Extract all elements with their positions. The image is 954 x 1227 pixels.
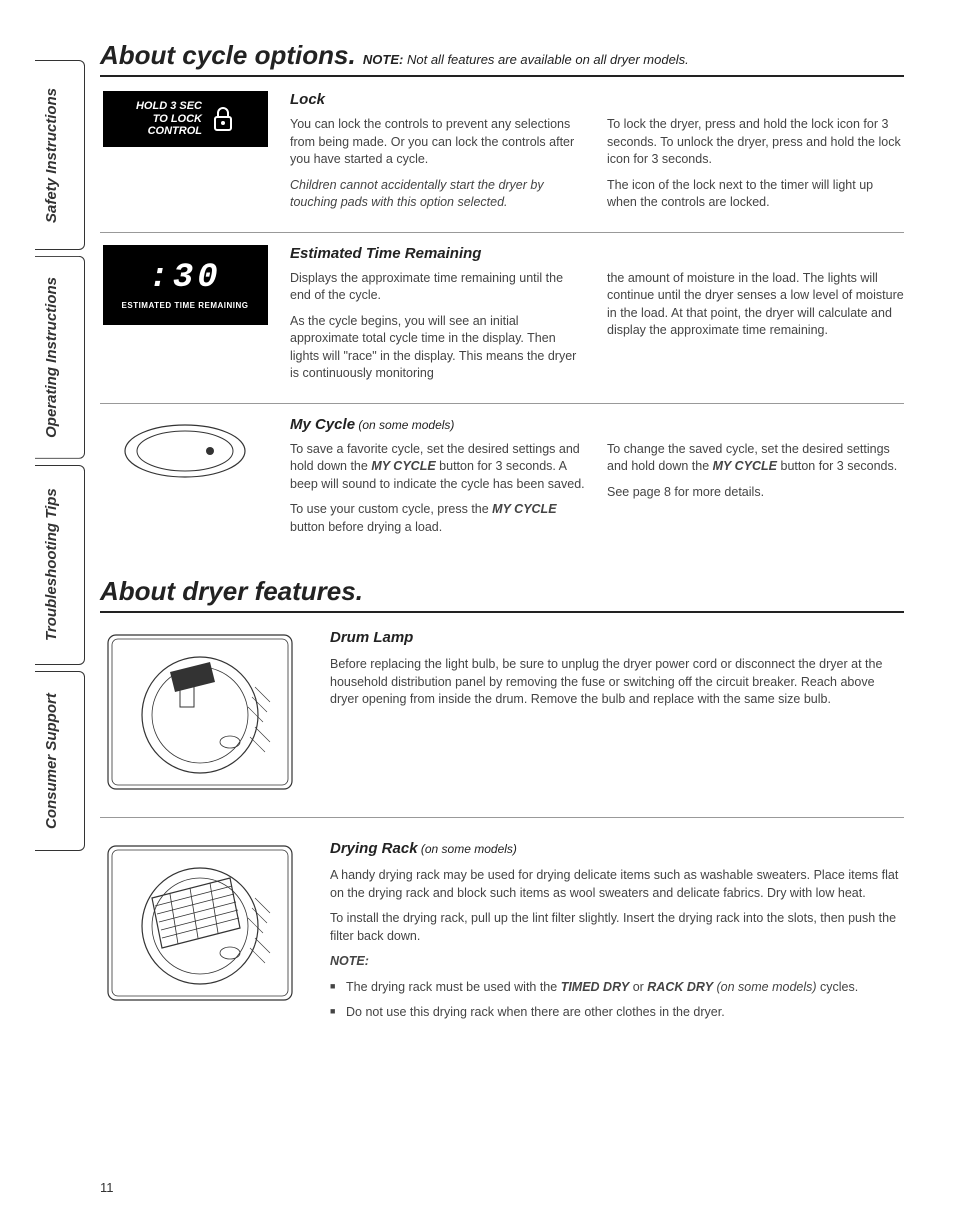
est-panel-wrap: :30 ESTIMATED TIME REMAINING — [100, 245, 270, 391]
dryer-front-rack-icon — [100, 838, 300, 1008]
rack-li1: The drying rack must be used with the TI… — [330, 979, 904, 997]
mycycle-l2b: MY CYCLE — [492, 502, 556, 516]
dryer-front-lamp-icon — [100, 627, 300, 797]
mycycle-left-p2: To use your custom cycle, press the MY C… — [290, 501, 587, 536]
heading-dryer-features: About dryer features. — [100, 576, 904, 613]
side-tabs-container: Safety Instructions Operating Instructio… — [35, 60, 85, 857]
mycycle-text: My Cycle (on some models) To save a favo… — [290, 416, 904, 545]
rack-li1a: The drying rack must be used with the — [346, 980, 561, 994]
mycycle-r1b: MY CYCLE — [713, 459, 777, 473]
drum-heading: Drum Lamp — [330, 627, 904, 648]
rack-text: Drying Rack (on some models) A handy dry… — [330, 838, 904, 1030]
lock-panel-wrap: HOLD 3 SEC TO LOCK CONTROL — [100, 91, 270, 220]
tab-safety[interactable]: Safety Instructions — [35, 60, 85, 250]
section-drying-rack: Drying Rack (on some models) A handy dry… — [100, 838, 904, 1030]
lock-line1: HOLD 3 SEC — [136, 100, 202, 112]
heading-cycle-options: About cycle options. NOTE: Not all featu… — [100, 40, 904, 77]
title1-note-label: NOTE: — [363, 52, 403, 67]
feature-divider — [100, 817, 904, 818]
tab-troubleshooting[interactable]: Troubleshooting Tips — [35, 465, 85, 665]
rack-heading: Drying Rack (on some models) — [330, 838, 904, 859]
est-panel: :30 ESTIMATED TIME REMAINING — [103, 245, 268, 325]
lock-text: Lock You can lock the controls to preven… — [290, 91, 904, 220]
drum-p1: Before replacing the light bulb, be sure… — [330, 656, 904, 709]
est-left-p1: Displays the approximate time remaining … — [290, 270, 587, 305]
lock-panel-text: HOLD 3 SEC TO LOCK CONTROL — [136, 100, 202, 138]
lock-line3: CONTROL — [148, 125, 202, 137]
mycycle-left-p1: To save a favorite cycle, set the desire… — [290, 441, 587, 494]
mycycle-right-p1: To change the saved cycle, set the desir… — [607, 441, 904, 476]
lock-left-p1: You can lock the controls to prevent any… — [290, 116, 587, 169]
title1-main: About cycle options. — [100, 40, 356, 70]
est-right-p1: the amount of moisture in the load. The … — [607, 270, 904, 340]
lock-right-p1: To lock the dryer, press and hold the lo… — [607, 116, 904, 169]
est-digits: :30 — [148, 259, 221, 297]
mycycle-l2a: To use your custom cycle, press the — [290, 502, 492, 516]
lock-panel: HOLD 3 SEC TO LOCK CONTROL — [103, 91, 268, 147]
page-number: 11 — [100, 1180, 114, 1195]
tab-operating[interactable]: Operating Instructions — [35, 256, 85, 459]
mycycle-heading: My Cycle (on some models) — [290, 416, 904, 433]
mycycle-paren: (on some models) — [355, 418, 454, 432]
rack-heading-text: Drying Rack — [330, 840, 418, 857]
rack-li1c: or — [629, 980, 647, 994]
rack-li1d: RACK DRY — [647, 980, 713, 994]
mycycle-right-p2: See page 8 for more details. — [607, 484, 904, 502]
knob-icon — [120, 421, 250, 481]
section-lock: HOLD 3 SEC TO LOCK CONTROL Lock You can … — [100, 91, 904, 233]
lock-line2: TO LOCK — [153, 113, 202, 125]
rack-li2: Do not use this drying rack when there a… — [330, 1004, 904, 1022]
section-mycycle: My Cycle (on some models) To save a favo… — [100, 416, 904, 557]
mycycle-heading-text: My Cycle — [290, 416, 355, 433]
tab-consumer[interactable]: Consumer Support — [35, 671, 85, 851]
section-drum-lamp: Drum Lamp Before replacing the light bul… — [100, 627, 904, 797]
rack-paren: (on some models) — [418, 842, 517, 856]
lock-right-p2: The icon of the lock next to the timer w… — [607, 177, 904, 212]
knob-wrap — [100, 416, 270, 545]
mycycle-r1c: button for 3 seconds. — [777, 459, 897, 473]
rack-p1: A handy drying rack may be used for dryi… — [330, 867, 904, 902]
lock-icon — [212, 106, 234, 132]
rack-p2: To install the drying rack, pull up the … — [330, 910, 904, 945]
est-left-p2: As the cycle begins, you will see an ini… — [290, 313, 587, 383]
est-text: Estimated Time Remaining Displays the ap… — [290, 245, 904, 391]
est-heading: Estimated Time Remaining — [290, 245, 904, 262]
drum-text: Drum Lamp Before replacing the light bul… — [330, 627, 904, 797]
rack-li1b: TIMED DRY — [561, 980, 630, 994]
rack-note-label: NOTE: — [330, 953, 904, 971]
est-label: ESTIMATED TIME REMAINING — [122, 301, 249, 310]
title1-note-text: Not all features are available on all dr… — [403, 52, 688, 67]
mycycle-l1b: MY CYCLE — [371, 459, 435, 473]
rack-li1f: cycles. — [817, 980, 859, 994]
rack-li1e: (on some models) — [713, 980, 817, 994]
mycycle-l2c: button before drying a load. — [290, 520, 442, 534]
lock-heading: Lock — [290, 91, 904, 108]
lock-left-p2: Children cannot accidentally start the d… — [290, 177, 587, 212]
section-estimated-time: :30 ESTIMATED TIME REMAINING Estimated T… — [100, 245, 904, 404]
